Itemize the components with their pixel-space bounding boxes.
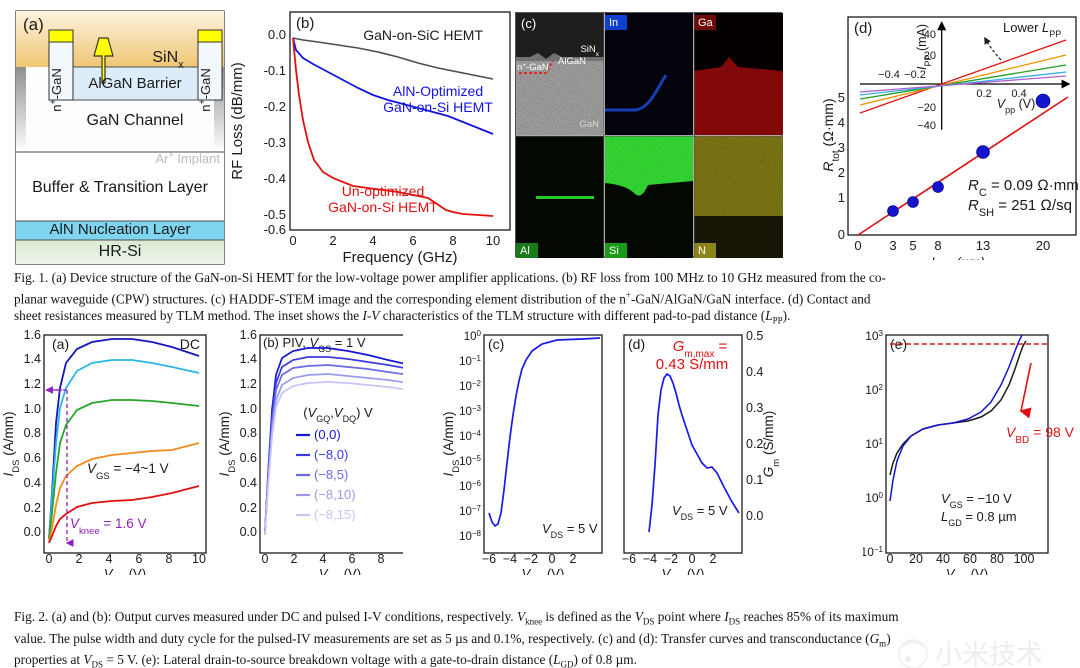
svg-text:0.4: 0.4 bbox=[746, 365, 763, 379]
svg-text:8: 8 bbox=[166, 552, 173, 566]
svg-text:VDS (V): VDS (V) bbox=[104, 566, 146, 575]
svg-text:2: 2 bbox=[291, 552, 298, 566]
svg-text:1.0: 1.0 bbox=[24, 402, 41, 416]
svg-text:VGS (V): VGS (V) bbox=[522, 566, 565, 575]
svg-text:103: 103 bbox=[865, 329, 883, 344]
svg-text:(c): (c) bbox=[488, 336, 504, 352]
svg-text:(−8,10): (−8,10) bbox=[314, 487, 356, 502]
svg-text:102: 102 bbox=[865, 383, 883, 398]
svg-text:1.6: 1.6 bbox=[240, 328, 257, 342]
svg-text:6: 6 bbox=[349, 552, 356, 566]
svg-text:−4: −4 bbox=[503, 552, 517, 566]
svg-text:60: 60 bbox=[963, 552, 977, 566]
svg-text:0.6: 0.6 bbox=[240, 451, 257, 465]
svg-text:VDS (V): VDS (V) bbox=[319, 566, 361, 575]
svg-text:1.4: 1.4 bbox=[240, 352, 257, 366]
svg-text:100: 100 bbox=[464, 329, 482, 344]
svg-text:(−8,5): (−8,5) bbox=[314, 467, 348, 482]
svg-text:IDS (A/mm): IDS (A/mm) bbox=[1, 412, 22, 477]
svg-text:小米技术: 小米技术 bbox=[935, 640, 1043, 668]
svg-text:100: 100 bbox=[1014, 552, 1035, 566]
svg-text:(−8,15): (−8,15) bbox=[314, 507, 356, 522]
svg-text:−2: −2 bbox=[524, 552, 538, 566]
svg-text:0.8: 0.8 bbox=[24, 426, 41, 440]
svg-text:4: 4 bbox=[106, 552, 113, 566]
svg-text:0.2: 0.2 bbox=[240, 501, 257, 515]
svg-text:0.0: 0.0 bbox=[746, 509, 763, 523]
svg-text:1.2: 1.2 bbox=[24, 377, 41, 391]
svg-text:0.2: 0.2 bbox=[24, 501, 41, 515]
svg-text:0: 0 bbox=[262, 552, 269, 566]
svg-text:2: 2 bbox=[570, 552, 577, 566]
svg-text:0.6: 0.6 bbox=[24, 451, 41, 465]
svg-text:0.43 S/mm: 0.43 S/mm bbox=[656, 356, 729, 373]
svg-text:0.5: 0.5 bbox=[746, 329, 763, 343]
svg-text:Gm (S/mm): Gm (S/mm) bbox=[761, 411, 782, 477]
svg-text:10−1: 10−1 bbox=[459, 354, 481, 369]
svg-text:−4: −4 bbox=[643, 552, 657, 566]
svg-text:(0,0): (0,0) bbox=[314, 427, 341, 442]
svg-text:(d): (d) bbox=[628, 336, 645, 352]
svg-text:0.4: 0.4 bbox=[240, 476, 257, 490]
svg-text:IDS (A/mm): IDS (A/mm) bbox=[218, 412, 238, 477]
svg-text:0: 0 bbox=[549, 552, 556, 566]
svg-text:6: 6 bbox=[136, 552, 143, 566]
svg-text:100: 100 bbox=[865, 491, 883, 506]
svg-text:20: 20 bbox=[909, 552, 923, 566]
svg-text:80: 80 bbox=[990, 552, 1004, 566]
svg-text:10−8: 10−8 bbox=[459, 529, 481, 544]
svg-text:8: 8 bbox=[378, 552, 385, 566]
svg-text:2: 2 bbox=[76, 552, 83, 566]
svg-text:0: 0 bbox=[46, 552, 53, 566]
svg-text:10−3: 10−3 bbox=[459, 404, 481, 419]
svg-text:10−2: 10−2 bbox=[459, 379, 481, 394]
svg-text:1.0: 1.0 bbox=[240, 402, 257, 416]
svg-text:0.0: 0.0 bbox=[24, 525, 41, 539]
svg-text:0.4: 0.4 bbox=[24, 476, 41, 490]
svg-text:10: 10 bbox=[192, 552, 206, 566]
svg-text:DC: DC bbox=[180, 336, 200, 352]
svg-text:40: 40 bbox=[936, 552, 950, 566]
svg-text:4: 4 bbox=[320, 552, 327, 566]
svg-text:0: 0 bbox=[689, 552, 696, 566]
svg-text:1.2: 1.2 bbox=[240, 377, 257, 391]
svg-text:−6: −6 bbox=[482, 552, 496, 566]
svg-text:0.0: 0.0 bbox=[240, 525, 257, 539]
svg-text:101: 101 bbox=[865, 437, 883, 452]
svg-text:(−8,0): (−8,0) bbox=[314, 447, 348, 462]
svg-text:0: 0 bbox=[887, 552, 894, 566]
svg-text:10−1: 10−1 bbox=[863, 545, 884, 560]
svg-text:1.6: 1.6 bbox=[24, 328, 41, 342]
svg-text:1.4: 1.4 bbox=[24, 352, 41, 366]
svg-text:10−5: 10−5 bbox=[459, 454, 481, 469]
svg-text:10−7: 10−7 bbox=[459, 504, 481, 519]
svg-text:0.8: 0.8 bbox=[240, 426, 257, 440]
svg-text:2: 2 bbox=[710, 552, 717, 566]
svg-text:10−6: 10−6 bbox=[459, 479, 481, 494]
svg-text:VGS (V): VGS (V) bbox=[662, 566, 705, 575]
svg-text:10−4: 10−4 bbox=[459, 429, 481, 444]
svg-text:−6: −6 bbox=[622, 552, 636, 566]
svg-text:(a): (a) bbox=[52, 336, 69, 352]
svg-text:−2: −2 bbox=[664, 552, 678, 566]
svg-text:VDS (V): VDS (V) bbox=[946, 566, 988, 575]
svg-text:IDS (A/mm): IDS (A/mm) bbox=[442, 412, 462, 477]
